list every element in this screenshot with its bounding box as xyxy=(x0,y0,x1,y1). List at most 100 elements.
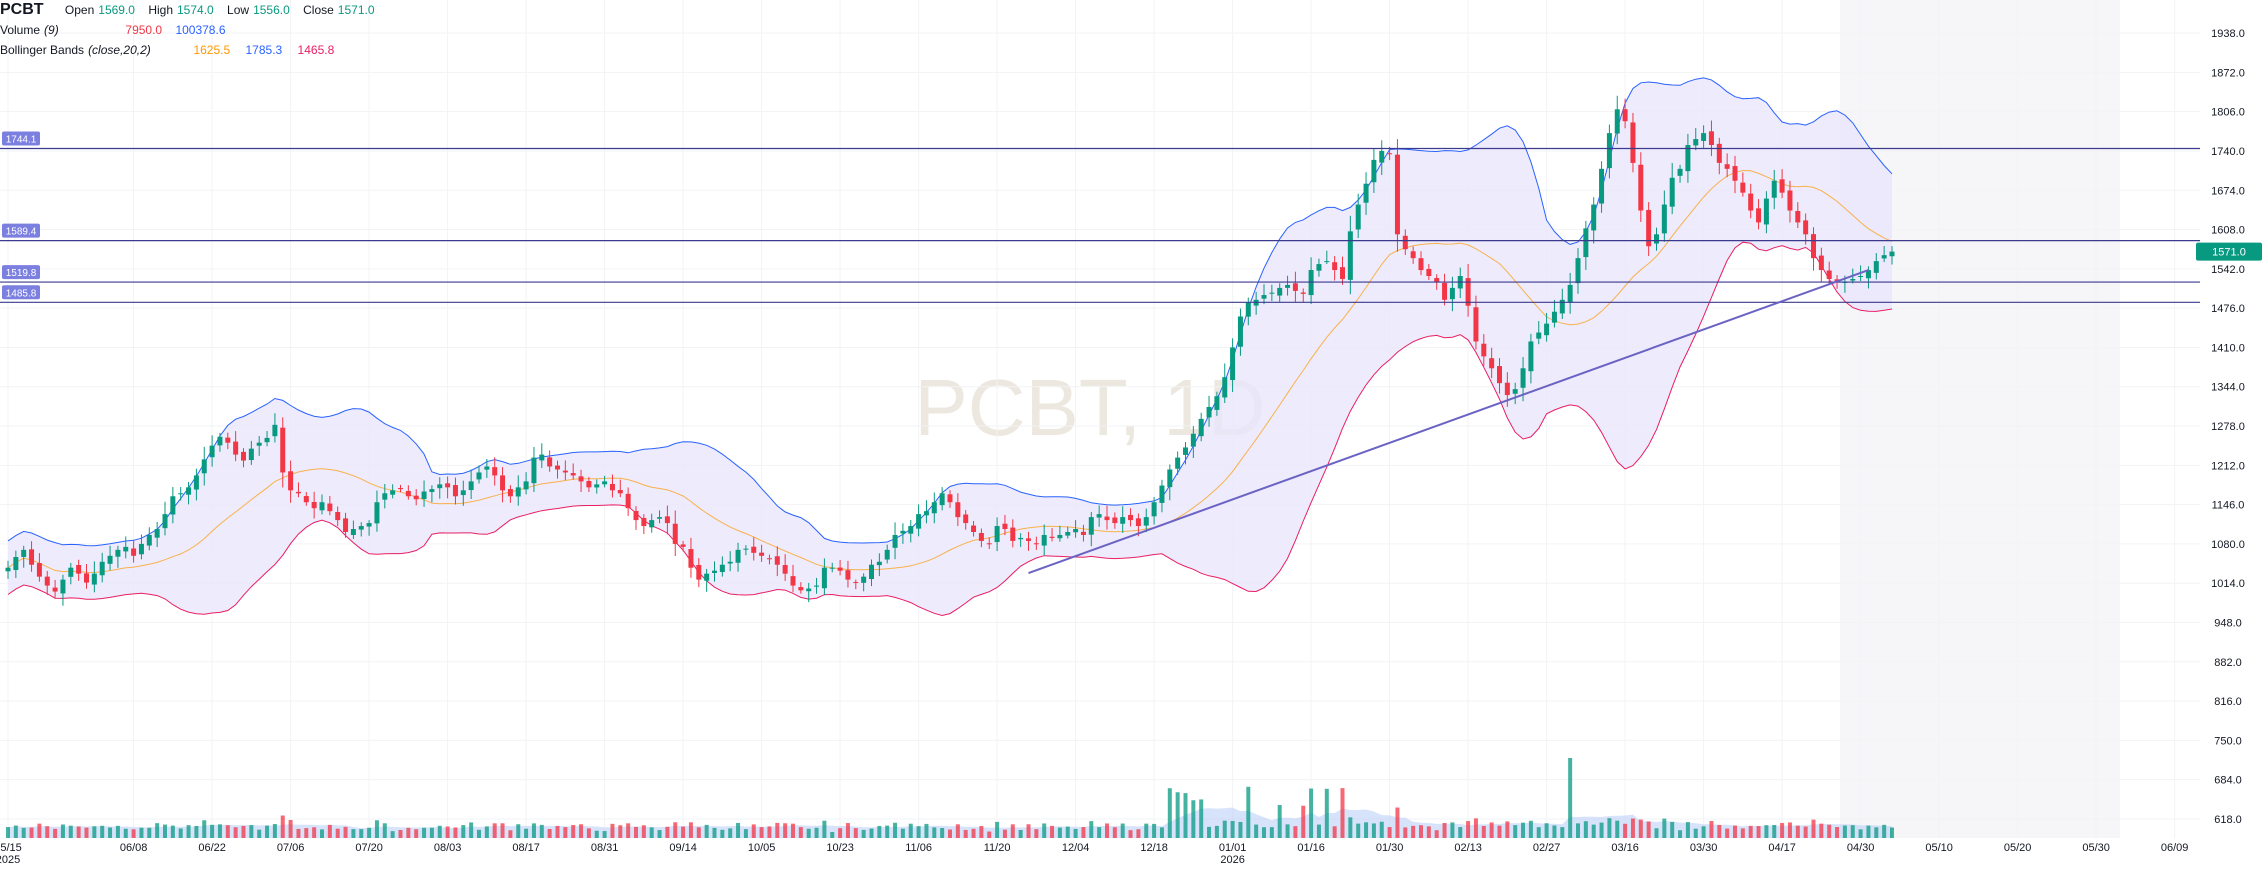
candle-body[interactable] xyxy=(978,533,984,541)
candle-body[interactable] xyxy=(562,470,568,473)
candle-body[interactable] xyxy=(1049,536,1055,538)
candle-body[interactable] xyxy=(688,549,694,568)
candle-body[interactable] xyxy=(1465,278,1471,306)
candle-body[interactable] xyxy=(727,561,733,564)
candle-body[interactable] xyxy=(1591,204,1597,231)
candle-body[interactable] xyxy=(248,448,254,461)
candle-body[interactable] xyxy=(445,483,451,488)
candle-body[interactable] xyxy=(680,544,686,547)
candle-body[interactable] xyxy=(759,552,765,556)
candle-body[interactable] xyxy=(1661,204,1667,234)
candle-body[interactable] xyxy=(1324,261,1330,263)
candle-body[interactable] xyxy=(374,502,380,524)
candle-body[interactable] xyxy=(955,502,961,518)
candle-body[interactable] xyxy=(1010,527,1016,541)
candle-body[interactable] xyxy=(272,424,278,437)
candle-body[interactable] xyxy=(719,564,725,573)
candle-body[interactable] xyxy=(1222,377,1228,398)
candle-body[interactable] xyxy=(1732,166,1738,181)
candle-body[interactable] xyxy=(1599,168,1605,204)
candle-body[interactable] xyxy=(782,565,788,574)
candle-body[interactable] xyxy=(633,510,639,521)
candle-body[interactable] xyxy=(971,525,977,532)
candle-body[interactable] xyxy=(837,567,843,571)
candle-body[interactable] xyxy=(1269,292,1275,294)
candle-body[interactable] xyxy=(531,457,537,484)
candle-body[interactable] xyxy=(1528,341,1534,372)
candle-body[interactable] xyxy=(1818,255,1824,271)
candle-body[interactable] xyxy=(1481,343,1487,357)
candle-body[interactable] xyxy=(327,503,333,512)
candle-body[interactable] xyxy=(429,489,435,492)
candle-body[interactable] xyxy=(13,556,19,571)
candle-body[interactable] xyxy=(123,546,129,552)
candle-body[interactable] xyxy=(500,475,506,491)
candle-body[interactable] xyxy=(1575,258,1581,284)
candle-body[interactable] xyxy=(1795,210,1801,223)
candle-body[interactable] xyxy=(1763,198,1769,225)
bb-legend[interactable]: Bollinger Bands (close,20,2) 1625.5 1785.… xyxy=(0,40,385,60)
candle-body[interactable] xyxy=(1803,220,1809,235)
candles[interactable] xyxy=(5,95,1895,606)
candle-body[interactable] xyxy=(21,549,27,557)
candle-body[interactable] xyxy=(115,549,121,557)
candle-body[interactable] xyxy=(311,502,317,509)
candle-body[interactable] xyxy=(876,561,882,566)
candle-body[interactable] xyxy=(1402,235,1408,250)
candle-body[interactable] xyxy=(821,567,827,589)
candle-body[interactable] xyxy=(68,567,74,577)
candle-body[interactable] xyxy=(1701,133,1707,141)
candle-body[interactable] xyxy=(1175,457,1181,469)
candle-body[interactable] xyxy=(358,526,364,530)
candle-body[interactable] xyxy=(1630,122,1636,163)
price-axis[interactable]: 1938.0 1872.0 1806.0 1740.0 1674.0 1608.0 1542… xyxy=(2196,28,2262,826)
candle-body[interactable] xyxy=(1230,347,1236,381)
candle-body[interactable] xyxy=(547,457,553,467)
candle-body[interactable] xyxy=(1128,514,1134,521)
candle-body[interactable] xyxy=(1151,502,1157,517)
candle-body[interactable] xyxy=(766,558,772,560)
candle-body[interactable] xyxy=(1771,180,1777,198)
candle-body[interactable] xyxy=(1740,182,1746,193)
candle-body[interactable] xyxy=(1497,366,1502,384)
candle-body[interactable] xyxy=(609,484,615,491)
candle-body[interactable] xyxy=(1559,299,1565,314)
candle-body[interactable] xyxy=(1622,109,1628,122)
candle-body[interactable] xyxy=(178,493,184,495)
candle-body[interactable] xyxy=(1261,295,1267,299)
candle-body[interactable] xyxy=(154,529,160,538)
candle-body[interactable] xyxy=(437,484,443,489)
candle-body[interactable] xyxy=(303,496,309,503)
candle-body[interactable] xyxy=(657,517,663,519)
candle-body[interactable] xyxy=(1112,517,1118,524)
candle-body[interactable] xyxy=(884,549,890,560)
candle-body[interactable] xyxy=(743,548,749,550)
candle-body[interactable] xyxy=(523,481,529,490)
candle-body[interactable] xyxy=(1057,534,1063,539)
candle-body[interactable] xyxy=(1473,307,1479,342)
candle-body[interactable] xyxy=(578,476,584,482)
candle-body[interactable] xyxy=(99,561,105,576)
candle-body[interactable] xyxy=(602,481,608,485)
candle-body[interactable] xyxy=(1551,311,1557,323)
candle-body[interactable] xyxy=(405,490,411,497)
candle-body[interactable] xyxy=(1143,517,1149,526)
candle-body[interactable] xyxy=(1041,534,1047,546)
candle-body[interactable] xyxy=(1748,193,1754,211)
candle-body[interactable] xyxy=(947,494,953,503)
candle-body[interactable] xyxy=(1073,529,1079,533)
candle-body[interactable] xyxy=(1520,368,1526,388)
candle-body[interactable] xyxy=(892,534,898,548)
candle-body[interactable] xyxy=(138,543,144,555)
candle-body[interactable] xyxy=(1206,406,1212,418)
candle-body[interactable] xyxy=(1606,133,1612,169)
candle-body[interactable] xyxy=(1716,143,1722,163)
volume-legend[interactable]: Volume (9) 7950.0 100378.6 xyxy=(0,20,385,40)
candle-body[interactable] xyxy=(350,529,356,535)
candle-body[interactable] xyxy=(696,564,702,580)
candle-body[interactable] xyxy=(735,549,741,563)
candle-body[interactable] xyxy=(1104,516,1110,521)
candle-body[interactable] xyxy=(280,427,286,473)
